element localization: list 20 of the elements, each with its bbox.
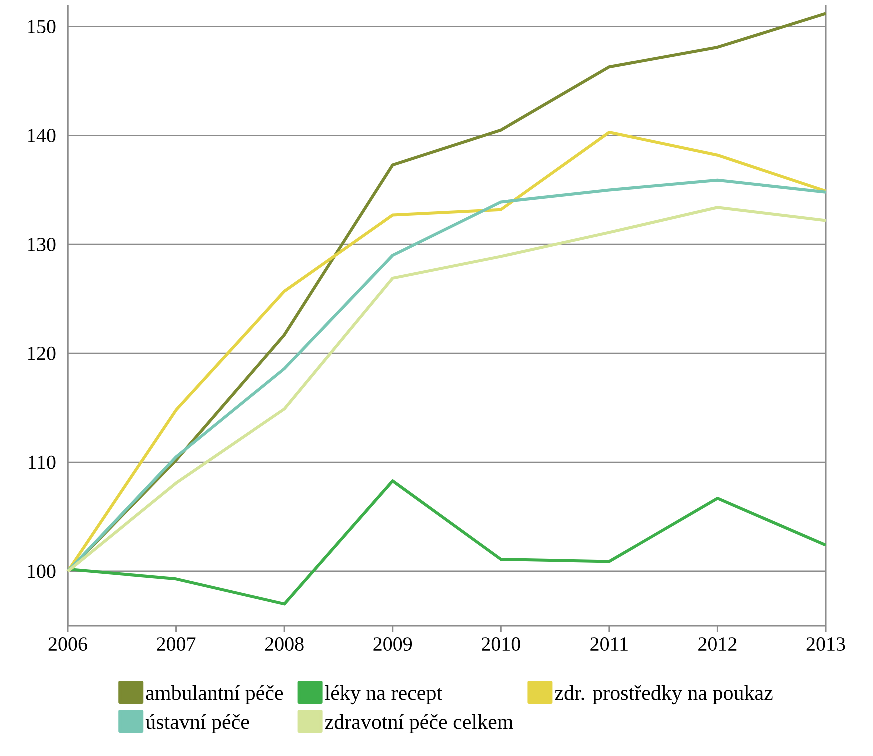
x-tick-label: 2009 xyxy=(374,638,412,652)
y-tick-label: 110 xyxy=(28,456,56,470)
line-series xyxy=(66,480,828,606)
x-tick-label: 2012 xyxy=(698,638,737,652)
y-tick-label: 150 xyxy=(28,20,56,34)
x-tick-label: 2008 xyxy=(265,638,304,652)
x-tick-label: 2007 xyxy=(157,638,196,652)
legend-label: ústavní péče xyxy=(146,714,250,734)
x-tick-label: 2011 xyxy=(590,638,628,652)
x-tick-label: 2010 xyxy=(482,638,520,652)
y-tick-label: 100 xyxy=(28,564,56,578)
x-tick-label: 2013 xyxy=(806,638,846,652)
legend-label: léky na recept xyxy=(325,685,442,705)
y-tick-label: 140 xyxy=(28,128,56,142)
x-tick-label: 2006 xyxy=(48,638,88,652)
legend-label: ambulantní péče xyxy=(146,685,284,705)
legend-label: zdr. prostředky na poukaz xyxy=(555,685,773,705)
y-tick-label: 130 xyxy=(28,238,56,252)
legend-label: zdravotní péče celkem xyxy=(325,714,514,734)
y-tick-label: 120 xyxy=(28,346,56,360)
